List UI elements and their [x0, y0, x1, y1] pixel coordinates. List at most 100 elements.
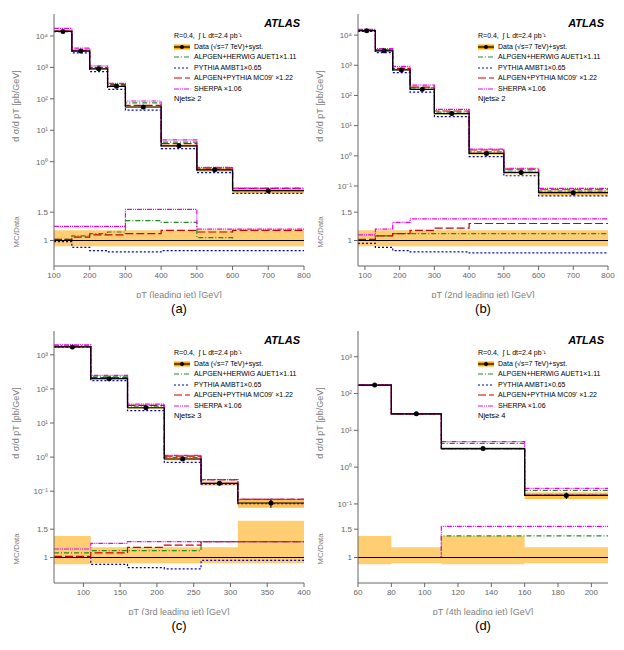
svg-text:200: 200	[83, 271, 97, 280]
svg-text:10⁰: 10⁰	[36, 158, 48, 167]
svg-text:d σ/d pT [pb/GeV]: d σ/d pT [pb/GeV]	[11, 387, 21, 458]
html-text:PYTHIA AMBT1×0.65: PYTHIA AMBT1×0.65	[498, 63, 566, 71]
svg-text:300: 300	[119, 271, 133, 280]
html-text:Njets≥ 3: Njets≥ 3	[174, 411, 202, 420]
svg-text:10⁴: 10⁴	[36, 32, 49, 41]
svg-text:60: 60	[354, 588, 363, 597]
html-text:Njets≥ 2: Njets≥ 2	[174, 94, 202, 103]
html-text:SHERPA ×1.06: SHERPA ×1.06	[498, 84, 546, 92]
svg-text:120: 120	[451, 588, 465, 597]
svg-text:d σ/d pT [pb/GeV]: d σ/d pT [pb/GeV]	[315, 70, 325, 141]
svg-text:100: 100	[47, 271, 61, 280]
svg-text:1.5: 1.5	[341, 208, 353, 217]
html-text:R=0.4, ∫ L dt=2.4 pb⁻¹: R=0.4, ∫ L dt=2.4 pb⁻¹	[174, 32, 242, 39]
svg-text:10⁰: 10⁰	[340, 463, 352, 472]
html-text:Njets≥ 4: Njets≥ 4	[478, 411, 506, 420]
html-text:ALPGEN+HERWIG AUET1×1.11: ALPGEN+HERWIG AUET1×1.11	[194, 53, 297, 60]
html-text:(d): (d)	[475, 618, 491, 633]
svg-text:10²: 10²	[340, 91, 352, 100]
svg-text:500: 500	[190, 271, 204, 280]
svg-text:d σ/d pT [pb/GeV]: d σ/d pT [pb/GeV]	[11, 70, 21, 141]
html-text:ATLAS: ATLAS	[568, 17, 604, 29]
svg-text:200: 200	[393, 271, 407, 280]
svg-text:1.5: 1.5	[37, 525, 49, 534]
svg-text:10⁴: 10⁴	[340, 31, 353, 40]
html-text:(c): (c)	[171, 618, 187, 633]
svg-text:150: 150	[113, 588, 127, 597]
svg-text:MC/Data: MC/Data	[12, 216, 21, 248]
svg-text:600: 600	[532, 271, 546, 280]
html-text:(a): (a)	[171, 301, 187, 316]
svg-text:10¹: 10¹	[340, 121, 352, 130]
html-text:R=0.4, ∫ L dt=2.4 pb⁻¹: R=0.4, ∫ L dt=2.4 pb⁻¹	[478, 32, 546, 39]
html-text:Data (√s=7 TeV)+syst.: Data (√s=7 TeV)+syst.	[194, 42, 264, 50]
svg-text:1: 1	[348, 236, 353, 245]
svg-text:700: 700	[262, 271, 276, 280]
svg-text:10³: 10³	[36, 351, 48, 360]
html-text:Data (√s=7 TeV)+syst.: Data (√s=7 TeV)+syst.	[194, 359, 264, 367]
svg-text:1.5: 1.5	[37, 208, 49, 217]
html-text:ATLAS: ATLAS	[568, 334, 604, 346]
svg-text:140: 140	[485, 588, 499, 597]
html-text:PYTHIA AMBT1×0.65: PYTHIA AMBT1×0.65	[194, 63, 262, 71]
svg-text:500: 500	[497, 271, 511, 280]
svg-text:100: 100	[358, 271, 372, 280]
svg-text:pT (2nd leading jet) [GeV]: pT (2nd leading jet) [GeV]	[432, 290, 535, 298]
html-text:Data (√s=7 TeV)+syst.: Data (√s=7 TeV)+syst.	[498, 359, 568, 367]
svg-text:300: 300	[224, 588, 238, 597]
html-text:Data (√s=7 TeV)+syst.: Data (√s=7 TeV)+syst.	[498, 42, 568, 50]
svg-text:10²: 10²	[36, 95, 48, 104]
html-text:SHERPA ×1.06: SHERPA ×1.06	[498, 401, 546, 409]
svg-text:10⁻¹: 10⁻¹	[33, 487, 48, 496]
svg-text:pT (leading jet) [GeV]: pT (leading jet) [GeV]	[136, 290, 221, 298]
html-text:SHERPA ×1.06: SHERPA ×1.06	[194, 401, 242, 409]
html-text:ATLAS: ATLAS	[264, 17, 300, 29]
svg-text:10²: 10²	[340, 389, 352, 398]
svg-text:10²: 10²	[36, 385, 48, 394]
html-text:ATLAS: ATLAS	[264, 334, 300, 346]
svg-text:10⁻¹: 10⁻¹	[337, 182, 352, 191]
svg-text:1: 1	[348, 553, 353, 562]
html-text:PYTHIA AMBT1×0.65: PYTHIA AMBT1×0.65	[498, 380, 566, 388]
svg-text:100: 100	[77, 588, 91, 597]
svg-text:1: 1	[44, 236, 49, 245]
html-text:PYTHIA AMBT1×0.65: PYTHIA AMBT1×0.65	[194, 380, 262, 388]
svg-text:400: 400	[154, 271, 168, 280]
svg-text:10¹: 10¹	[36, 419, 48, 428]
svg-text:1: 1	[44, 553, 49, 562]
svg-text:10³: 10³	[340, 353, 352, 362]
svg-text:pT (3rd leading jet) [GeV]: pT (3rd leading jet) [GeV]	[129, 607, 230, 615]
svg-text:10⁻¹: 10⁻¹	[337, 500, 352, 509]
svg-text:800: 800	[297, 271, 311, 280]
svg-text:350: 350	[261, 588, 275, 597]
svg-text:800: 800	[601, 271, 615, 280]
svg-text:400: 400	[297, 588, 311, 597]
svg-text:100: 100	[418, 588, 432, 597]
svg-text:10³: 10³	[36, 63, 48, 72]
svg-text:pT (4th leading jet) [GeV]: pT (4th leading jet) [GeV]	[433, 607, 533, 615]
svg-text:180: 180	[551, 588, 565, 597]
svg-text:400: 400	[462, 271, 476, 280]
svg-text:MC/Data: MC/Data	[316, 216, 325, 248]
svg-text:250: 250	[187, 588, 201, 597]
svg-text:160: 160	[518, 588, 532, 597]
svg-text:10¹: 10¹	[340, 426, 352, 435]
svg-text:80: 80	[387, 588, 396, 597]
svg-text:10⁰: 10⁰	[36, 453, 48, 462]
svg-text:200: 200	[585, 588, 599, 597]
svg-text:MC/Data: MC/Data	[316, 533, 325, 565]
html-text:Njets≥ 2: Njets≥ 2	[478, 94, 506, 103]
svg-text:MC/Data: MC/Data	[12, 533, 21, 565]
svg-text:10⁰: 10⁰	[340, 152, 352, 161]
svg-text:600: 600	[226, 271, 240, 280]
html-text:(b): (b)	[475, 301, 491, 316]
svg-text:1.5: 1.5	[341, 525, 353, 534]
svg-text:300: 300	[428, 271, 442, 280]
svg-text:200: 200	[150, 588, 164, 597]
html-text:SHERPA ×1.06: SHERPA ×1.06	[194, 84, 242, 92]
svg-text:700: 700	[567, 271, 581, 280]
svg-text:10³: 10³	[340, 61, 352, 70]
svg-text:10¹: 10¹	[36, 126, 48, 135]
html-text:ALPGEN+PYTHIA MC09' ×1.22: ALPGEN+PYTHIA MC09' ×1.22	[194, 74, 293, 81]
svg-text:d σ/d pT [pb/GeV]: d σ/d pT [pb/GeV]	[315, 387, 325, 458]
